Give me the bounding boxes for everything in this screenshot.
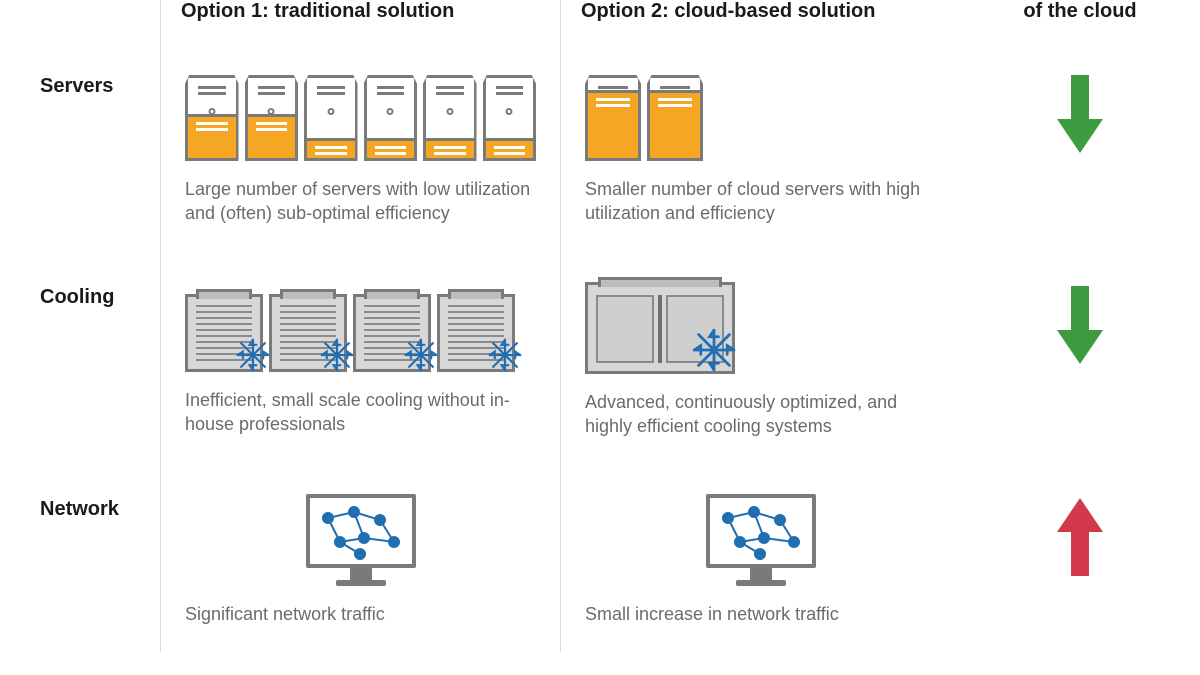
network-monitor-icon	[706, 494, 816, 586]
header-spacer	[0, 0, 160, 41]
network-option1-icons	[185, 494, 536, 586]
cell-network-option2: Small increase in network traffic	[560, 464, 960, 652]
server-icon	[585, 75, 641, 161]
cell-cooling-option2: Advanced, continuously optimized, and hi…	[560, 252, 960, 465]
server-icon	[364, 75, 418, 161]
cell-servers-impact	[960, 41, 1200, 252]
server-icon	[185, 75, 239, 161]
cooling-unit-icon	[437, 294, 515, 372]
cooling-unit-icon	[185, 294, 263, 372]
header-option2: Option 2: cloud-based solution	[560, 0, 960, 41]
cell-network-impact	[960, 464, 1200, 652]
server-icon	[245, 75, 299, 161]
row-label-servers: Servers	[0, 41, 160, 252]
servers-option2-text: Smaller number of cloud servers with hig…	[585, 177, 936, 226]
network-option2-text: Small increase in network traffic	[585, 602, 936, 626]
network-option2-icons	[585, 494, 936, 586]
cell-servers-option1: Large number of servers with low utiliza…	[160, 41, 560, 252]
cell-network-option1: Significant network traffic	[160, 464, 560, 652]
network-option1-text: Significant network traffic	[185, 602, 536, 626]
arrow-down-icon	[1057, 286, 1103, 364]
cell-cooling-impact	[960, 252, 1200, 465]
cooling-option1-icons	[185, 282, 536, 372]
cooling-option1-text: Inefficient, small scale cooling without…	[185, 388, 536, 437]
network-monitor-icon	[306, 494, 416, 586]
arrow-up-icon	[1057, 498, 1103, 576]
large-cooling-unit-icon	[585, 282, 735, 374]
arrow-down-icon	[1057, 75, 1103, 153]
cooling-option2-text: Advanced, continuously optimized, and hi…	[585, 390, 936, 439]
cell-servers-option2: Smaller number of cloud servers with hig…	[560, 41, 960, 252]
header-option1: Option 1: traditional solution	[160, 0, 560, 41]
servers-option1-icons	[185, 71, 536, 161]
cell-cooling-option1: Inefficient, small scale cooling without…	[160, 252, 560, 465]
comparison-grid: Option 1: traditional solution Option 2:…	[0, 0, 1200, 652]
row-label-cooling: Cooling	[0, 252, 160, 465]
server-icon	[483, 75, 537, 161]
cooling-option2-icons	[585, 282, 936, 374]
header-impact: of the cloud	[960, 0, 1200, 41]
server-icon	[304, 75, 358, 161]
cooling-unit-icon	[269, 294, 347, 372]
servers-option1-text: Large number of servers with low utiliza…	[185, 177, 536, 226]
server-icon	[647, 75, 703, 161]
cooling-unit-icon	[353, 294, 431, 372]
servers-option2-icons	[585, 71, 936, 161]
server-icon	[423, 75, 477, 161]
row-label-network: Network	[0, 464, 160, 652]
